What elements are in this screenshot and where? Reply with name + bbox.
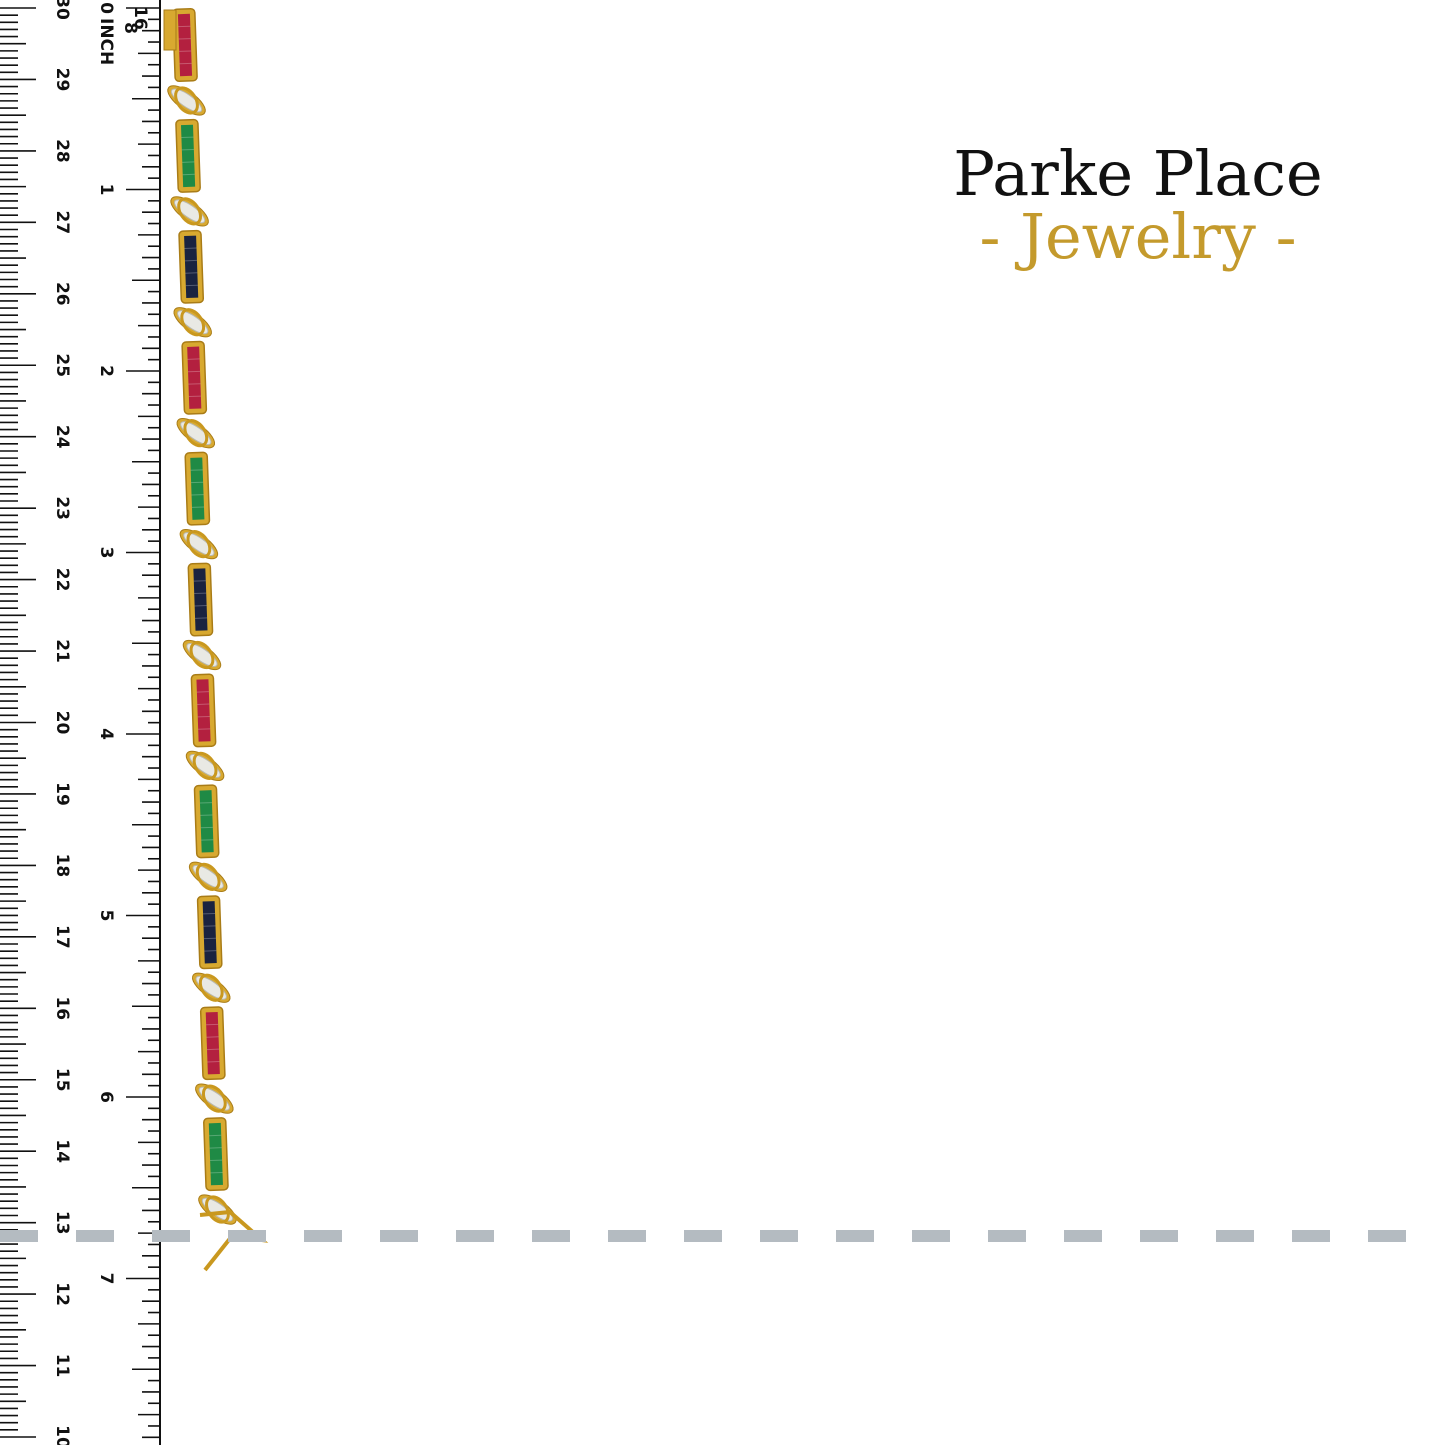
cm-label: 11	[52, 1354, 72, 1378]
inch-label: 5	[96, 910, 116, 922]
diamond-x	[180, 421, 212, 446]
gem-link	[187, 562, 214, 637]
clasp-tab	[163, 9, 177, 51]
inch-label: 1	[96, 184, 116, 196]
cm-label: 13	[52, 1211, 72, 1235]
diamond-x	[170, 88, 203, 113]
bracelet	[163, 8, 269, 1272]
gem-channel	[193, 568, 208, 631]
cm-label: 28	[52, 139, 72, 163]
gold-x	[192, 751, 218, 780]
cm-label: 16	[52, 996, 72, 1020]
gem-channel	[196, 679, 211, 742]
gem-link	[172, 8, 198, 82]
cm-label: 20	[52, 711, 72, 735]
cm-label: 18	[52, 854, 72, 878]
diamond-link	[176, 418, 216, 449]
gem-link	[199, 1006, 226, 1081]
gem-channel	[205, 1011, 220, 1075]
diamond-link	[167, 85, 206, 116]
gem-channel	[199, 790, 214, 853]
diamond-link	[179, 528, 219, 560]
diamond-link	[195, 1083, 234, 1114]
gem-link	[203, 1117, 229, 1192]
inch-unit: INCH	[96, 18, 116, 65]
cm-label: 12	[52, 1282, 72, 1306]
diamond-link	[182, 639, 222, 671]
gold-x	[177, 197, 203, 226]
diamond-x	[192, 864, 224, 889]
gold-x	[180, 308, 206, 337]
cm-label: 29	[52, 68, 72, 92]
cm-label: 26	[52, 282, 72, 306]
gem-link	[178, 229, 205, 304]
inch-label: 7	[96, 1273, 116, 1285]
cm-label: 21	[52, 639, 72, 663]
cm-label: 15	[52, 1068, 72, 1092]
diamond-x	[173, 199, 206, 224]
diamond-link	[185, 750, 225, 782]
gold-x	[201, 1084, 227, 1113]
diamond-x	[189, 753, 221, 778]
diamond-link	[192, 972, 231, 1003]
inch-label: 0	[96, 2, 116, 14]
gold-x	[195, 862, 221, 891]
gem-channel	[184, 235, 199, 299]
cm-label: 19	[52, 782, 72, 806]
cm-label: 30	[52, 0, 72, 20]
diamond-x	[177, 310, 209, 335]
diamond-x	[183, 532, 215, 557]
cm-label: 10	[52, 1425, 72, 1445]
gem-channel	[177, 13, 193, 77]
cm-label: 27	[52, 211, 72, 235]
cm-label: 24	[52, 425, 72, 449]
ruler: 3029282726252423222120191817161514131211…	[0, 0, 161, 1445]
diamond-link	[188, 861, 228, 892]
brand-name: Parke Place	[953, 137, 1322, 210]
diamond-x	[186, 643, 218, 667]
gem-channel	[187, 346, 202, 409]
diamond-link	[173, 307, 212, 338]
fraction-label: 8	[120, 22, 140, 34]
diamond-x	[195, 975, 227, 1000]
gold-x	[189, 640, 215, 670]
cm-label: 23	[52, 496, 72, 520]
gem-channel	[202, 901, 217, 964]
cm-label: 25	[52, 353, 72, 377]
gem-link	[181, 340, 208, 415]
cm-label: 17	[52, 925, 72, 949]
fraction-label: 16	[130, 6, 150, 30]
brand-tagline: - Jewelry -	[979, 200, 1296, 273]
gold-x	[174, 86, 199, 115]
gem-link	[190, 673, 217, 748]
gold-x	[198, 973, 224, 1002]
gold-x	[183, 419, 209, 448]
gem-channel	[180, 124, 196, 188]
gold-x	[186, 530, 212, 559]
inch-label: 3	[96, 547, 116, 559]
inch-label: 6	[96, 1091, 116, 1103]
cm-label: 22	[52, 568, 72, 592]
diamond-link	[170, 196, 209, 227]
gem-link	[193, 784, 220, 859]
gem-link	[196, 895, 223, 970]
gem-channel	[208, 1122, 223, 1186]
diamond-link	[198, 1194, 237, 1225]
gem-link	[175, 118, 201, 193]
inch-label: 4	[96, 728, 116, 740]
gem-channel	[190, 457, 205, 520]
diamond-x	[198, 1086, 230, 1111]
gem-link	[184, 451, 211, 526]
inch-label: 2	[96, 365, 116, 377]
cm-label: 14	[52, 1139, 72, 1163]
